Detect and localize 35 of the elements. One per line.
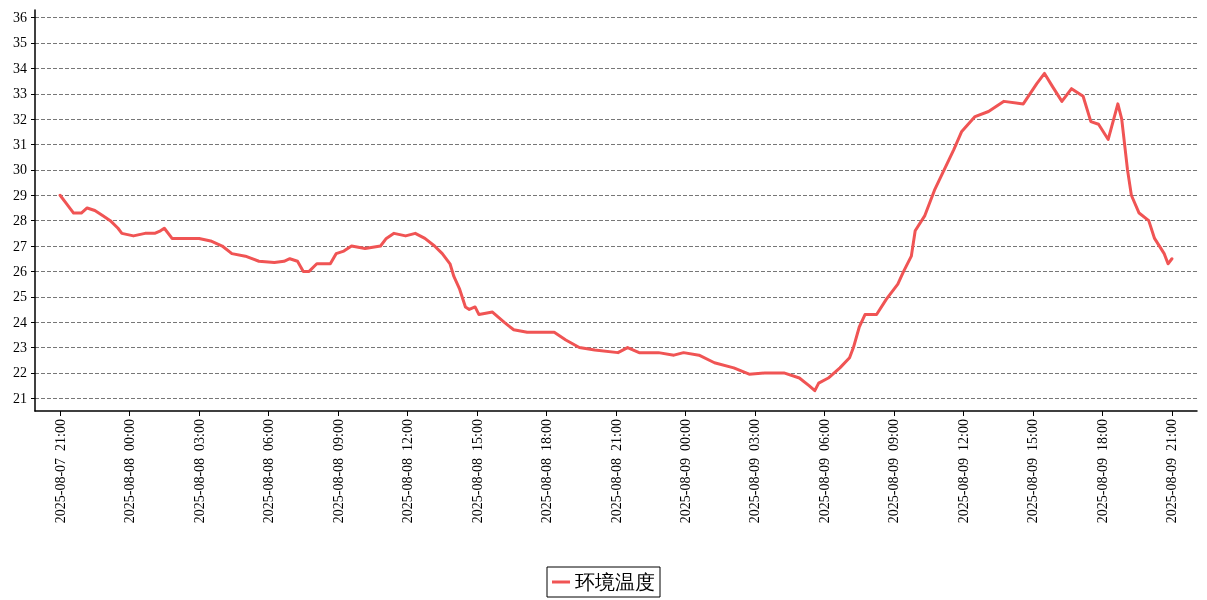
x-tick-label: 2025-08-08 12:00 <box>400 419 416 524</box>
x-tick-label: 2025-08-08 18:00 <box>539 419 555 524</box>
y-tick-label: 27 <box>13 238 27 254</box>
y-tick-label: 21 <box>13 390 27 406</box>
y-tick-label: 25 <box>13 289 27 305</box>
x-tick-label: 2025-08-09 12:00 <box>955 419 971 524</box>
x-tick-label: 2025-08-09 03:00 <box>747 419 763 524</box>
y-tick-label: 23 <box>13 340 27 356</box>
x-tick-label: 2025-08-08 03:00 <box>191 419 207 524</box>
y-tick-label: 32 <box>13 111 27 127</box>
x-tick-label: 2025-08-08 09:00 <box>330 419 346 524</box>
y-tick-label: 31 <box>13 137 27 153</box>
y-tick-label: 22 <box>13 365 27 381</box>
x-tick-label: 2025-08-08 06:00 <box>261 419 277 524</box>
x-tick-label: 2025-08-07 21:00 <box>52 419 68 524</box>
x-tick-label: 2025-08-08 00:00 <box>122 419 138 524</box>
line-series <box>58 71 1174 393</box>
x-tick-label: 2025-08-09 15:00 <box>1025 419 1041 524</box>
y-tick-label: 30 <box>13 162 27 178</box>
y-tick-label: 26 <box>13 263 27 279</box>
y-tick-label: 24 <box>13 314 27 330</box>
x-tick-label: 2025-08-09 06:00 <box>816 419 832 524</box>
x-tick-label: 2025-08-09 21:00 <box>1164 419 1180 524</box>
y-tick-label: 28 <box>13 213 27 229</box>
y-tick-label: 34 <box>13 60 27 76</box>
x-tick-label: 2025-08-09 00:00 <box>677 419 693 524</box>
x-tick-label: 2025-08-09 09:00 <box>886 419 902 524</box>
x-tick-label: 2025-08-08 21:00 <box>608 419 624 524</box>
y-tick-label: 33 <box>13 86 27 102</box>
y-tick-label: 36 <box>13 10 27 26</box>
y-tick-label: 35 <box>13 35 27 51</box>
x-tick-label: 2025-08-08 15:00 <box>469 419 485 524</box>
x-tick-label: 2025-08-09 18:00 <box>1094 419 1110 524</box>
legend-label: 环境温度 <box>575 571 655 593</box>
y-tick-label: 29 <box>13 187 27 203</box>
